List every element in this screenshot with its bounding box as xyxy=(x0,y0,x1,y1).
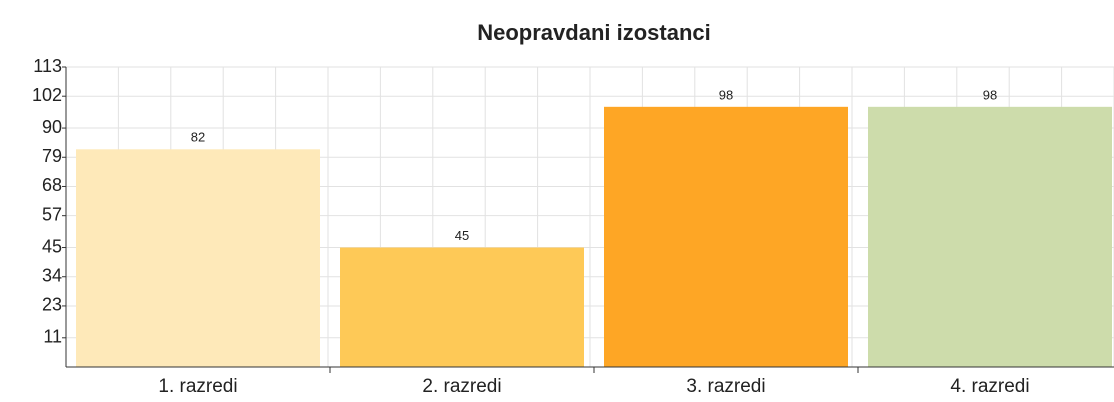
x-tick-label: 3. razredi xyxy=(686,376,765,397)
y-tick-label: 57 xyxy=(42,204,62,224)
value-label: 82 xyxy=(191,130,205,145)
y-tick-label: 23 xyxy=(42,295,62,315)
y-tick-label: 90 xyxy=(42,117,62,137)
y-tick-label: 34 xyxy=(42,265,62,285)
y-tick-label: 102 xyxy=(32,85,62,105)
x-tick-label: 4. razredi xyxy=(950,376,1029,397)
bar xyxy=(76,149,320,367)
y-tick-label: 11 xyxy=(43,327,62,347)
x-tick-label: 2. razredi xyxy=(422,376,501,397)
value-label: 45 xyxy=(455,228,469,243)
y-tick-label: 68 xyxy=(42,175,62,195)
bar xyxy=(604,106,848,368)
bar xyxy=(340,247,584,367)
value-label: 98 xyxy=(983,87,997,102)
y-tick-label: 113 xyxy=(33,56,62,76)
y-tick-label: 45 xyxy=(42,236,62,256)
y-tick-label: 79 xyxy=(42,146,62,166)
bar xyxy=(868,106,1112,368)
x-tick-label: 1. razredi xyxy=(158,376,237,397)
value-label: 98 xyxy=(719,87,733,102)
chart-title: Neopravdani izostanci xyxy=(477,20,711,45)
